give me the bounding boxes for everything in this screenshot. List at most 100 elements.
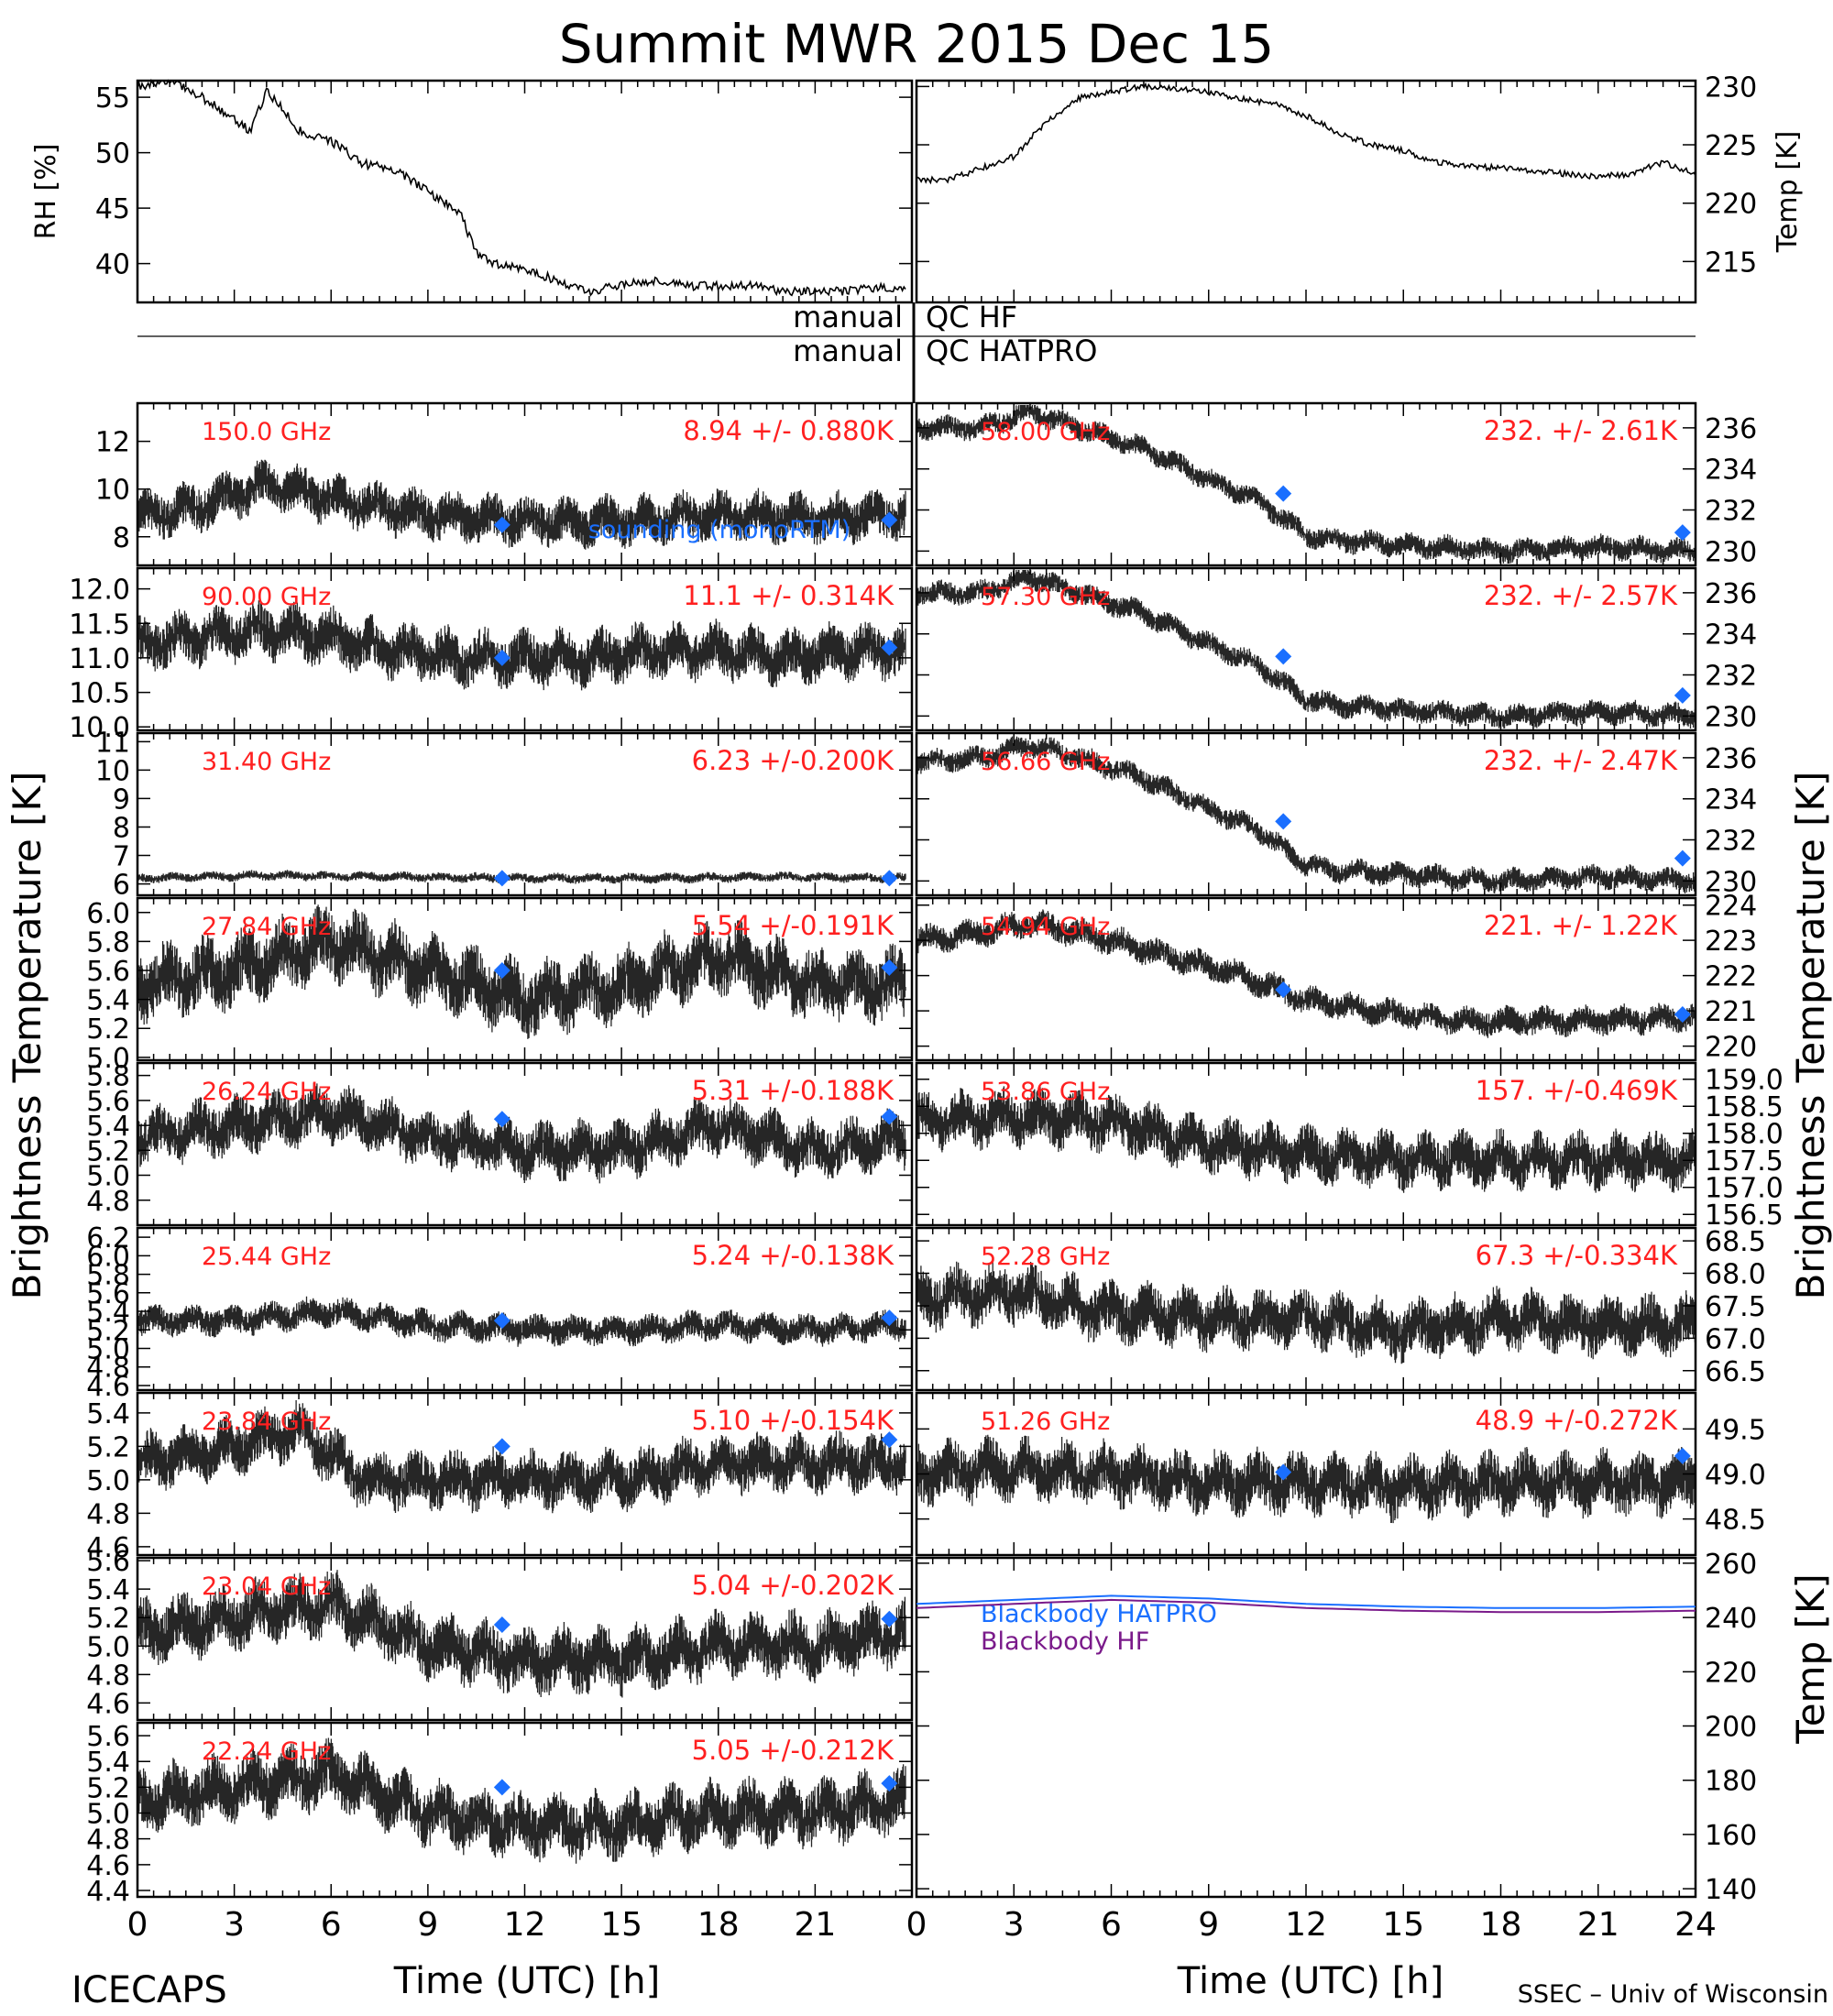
x-tick-labels-left: 0 3 6 9 12 15 18 21 [127, 1906, 837, 1944]
y-tick-label: 68.5 [1705, 1226, 1766, 1258]
sounding-marker [493, 649, 510, 666]
panel-right-5-minor-ticks [916, 1228, 1696, 1390]
panel-left-2-data [137, 870, 906, 884]
y-tick-label: 225 [1705, 130, 1757, 162]
y-tick-label: 140 [1705, 1874, 1757, 1906]
y-tick-label: 4.4 [86, 1876, 130, 1908]
panel-right-4-xticks [916, 1063, 1696, 1225]
y-tick-label: 68.0 [1705, 1259, 1766, 1291]
y-tick-label: 222 [1705, 961, 1757, 993]
sounding-marker [881, 1108, 898, 1125]
panel-left-3-minor-ticks [137, 898, 913, 1060]
panel-left-4-xticks [137, 1063, 913, 1225]
y-tick-label: 234 [1705, 784, 1757, 816]
y-tick-label: 236 [1705, 578, 1757, 610]
panel-left-7-minor-ticks [137, 1558, 913, 1720]
y-tick-label: 157.0 [1705, 1173, 1784, 1205]
y-tick-label: 5.6 [86, 1721, 130, 1753]
y-tick-label: 5.6 [86, 1278, 130, 1310]
panel-left-5-yaxis: 4.64.85.05.25.45.65.86.06.2 [86, 1222, 912, 1403]
y-tick-label: 221 [1705, 996, 1757, 1028]
x-tick-label: 21 [794, 1906, 836, 1944]
left-ylabel: Brightness Temperature [K] [5, 772, 49, 1300]
y-tick-label: 180 [1705, 1766, 1757, 1798]
y-tick-label: 8 [113, 522, 130, 554]
qc-hatpro-left: manual [793, 334, 903, 368]
panel-right-5-freq-label: 52.28 GHz [981, 1243, 1110, 1271]
y-tick-label: 236 [1705, 743, 1757, 775]
y-tick-label: 5.2 [86, 1431, 130, 1463]
panel-right-2-data [916, 736, 1696, 893]
y-tick-label: 260 [1705, 1549, 1757, 1581]
sounding-legend: sounding (monoRTM) [588, 516, 851, 544]
y-tick-label: 48.5 [1705, 1505, 1766, 1537]
panel-right-4-stat-label: 157. +/-0.469K [1476, 1075, 1678, 1106]
panel-left-0-minor-ticks [137, 403, 913, 565]
sounding-marker [1674, 849, 1691, 867]
y-tick-label: 4.6 [86, 1371, 130, 1403]
y-tick-label: 232 [1705, 826, 1757, 858]
right-ylabel: Brightness Temperature [K] [1788, 772, 1833, 1300]
y-tick-label: 7 [113, 841, 130, 873]
y-tick-label: 6.2 [86, 1222, 130, 1255]
panel-left-5-stat-label: 5.24 +/-0.138K [692, 1240, 895, 1271]
y-tick-label: 5.4 [86, 1111, 130, 1143]
blackbody-panel-yaxis: 140 160 180 200 220 240 260 [916, 1549, 1757, 1906]
panel-left-5-freq-label: 25.44 GHz [202, 1243, 331, 1271]
panel-right-6-freq-label: 51.26 GHz [981, 1408, 1110, 1436]
x-tick-label: 15 [600, 1906, 642, 1944]
rh-panel-yaxis: 40 45 50 55 [95, 82, 912, 281]
blackbody-series-label: Blackbody HF [981, 1627, 1149, 1656]
panel-left-5-data [137, 1296, 906, 1347]
sounding-marker [881, 959, 898, 976]
panel-right-0-data [916, 405, 1696, 564]
y-tick-label: 160 [1705, 1820, 1757, 1852]
y-tick-label: 158.0 [1705, 1119, 1784, 1151]
panel-left-0-yaxis: 8 10 12 [95, 427, 912, 554]
y-tick-label: 230 [1705, 536, 1757, 568]
y-tick-label: 10 [95, 755, 130, 787]
panel-left-3-freq-label: 27.84 GHz [202, 913, 331, 941]
panel-left-6-freq-label: 23.84 GHz [202, 1408, 331, 1436]
panel-right-4-data [916, 1086, 1696, 1193]
y-tick-label: 5.0 [86, 1043, 130, 1075]
panel-left-4-data [137, 1082, 906, 1184]
blackbody-series-line [916, 1594, 1696, 1609]
x-tick-label: 6 [1101, 1906, 1122, 1944]
y-tick-label: 5.4 [86, 1574, 130, 1606]
panel-left-6-stat-label: 5.10 +/-0.154K [692, 1405, 895, 1436]
y-tick-label: 6.0 [86, 898, 130, 930]
panel-right-3-freq-label: 54.94 GHz [981, 913, 1110, 941]
y-tick-label: 5.8 [86, 1260, 130, 1292]
sounding-marker [1674, 686, 1691, 704]
x-tick-label: 12 [504, 1906, 546, 1944]
left-xlabel: Time (UTC) [h] [393, 1960, 660, 2002]
panel-right-3-xticks [916, 898, 1696, 1060]
y-tick-label: 5.6 [86, 1086, 130, 1118]
panel-right-2-stat-label: 232. +/- 2.47K [1484, 745, 1678, 776]
panel-left-8-freq-label: 22.24 GHz [202, 1737, 331, 1766]
sounding-marker [1275, 648, 1292, 665]
panel-left-6-minor-ticks [137, 1393, 913, 1555]
sounding-marker [493, 870, 510, 887]
y-tick-label: 236 [1705, 413, 1757, 445]
panel-right-2-freq-label: 56.66 GHz [981, 748, 1110, 776]
y-tick-label: 5.4 [86, 1297, 130, 1329]
panel-right-3-data [916, 909, 1696, 1038]
y-tick-label: 232 [1705, 496, 1757, 528]
panel-left-6-yaxis: 4.64.85.05.25.4 [86, 1398, 912, 1564]
y-tick-label: 223 [1705, 926, 1757, 958]
y-tick-label: 5.0 [86, 1333, 130, 1365]
y-tick-label: 49.0 [1705, 1460, 1766, 1492]
panel-left-3-data [137, 904, 906, 1039]
temp-ylabel: Temp [K] [1772, 131, 1804, 254]
temp-panel-yaxis: 215 220 225 230 [916, 71, 1757, 279]
y-tick-label: 4.6 [86, 1688, 130, 1720]
panel-right-2-minor-ticks [916, 733, 1696, 895]
panel-left-7-data [137, 1570, 906, 1698]
y-tick-label: 232 [1705, 661, 1757, 693]
panel-left-0-data [137, 459, 906, 550]
y-tick-label: 8 [113, 812, 130, 844]
rh-ylabel: RH [%] [30, 144, 62, 240]
